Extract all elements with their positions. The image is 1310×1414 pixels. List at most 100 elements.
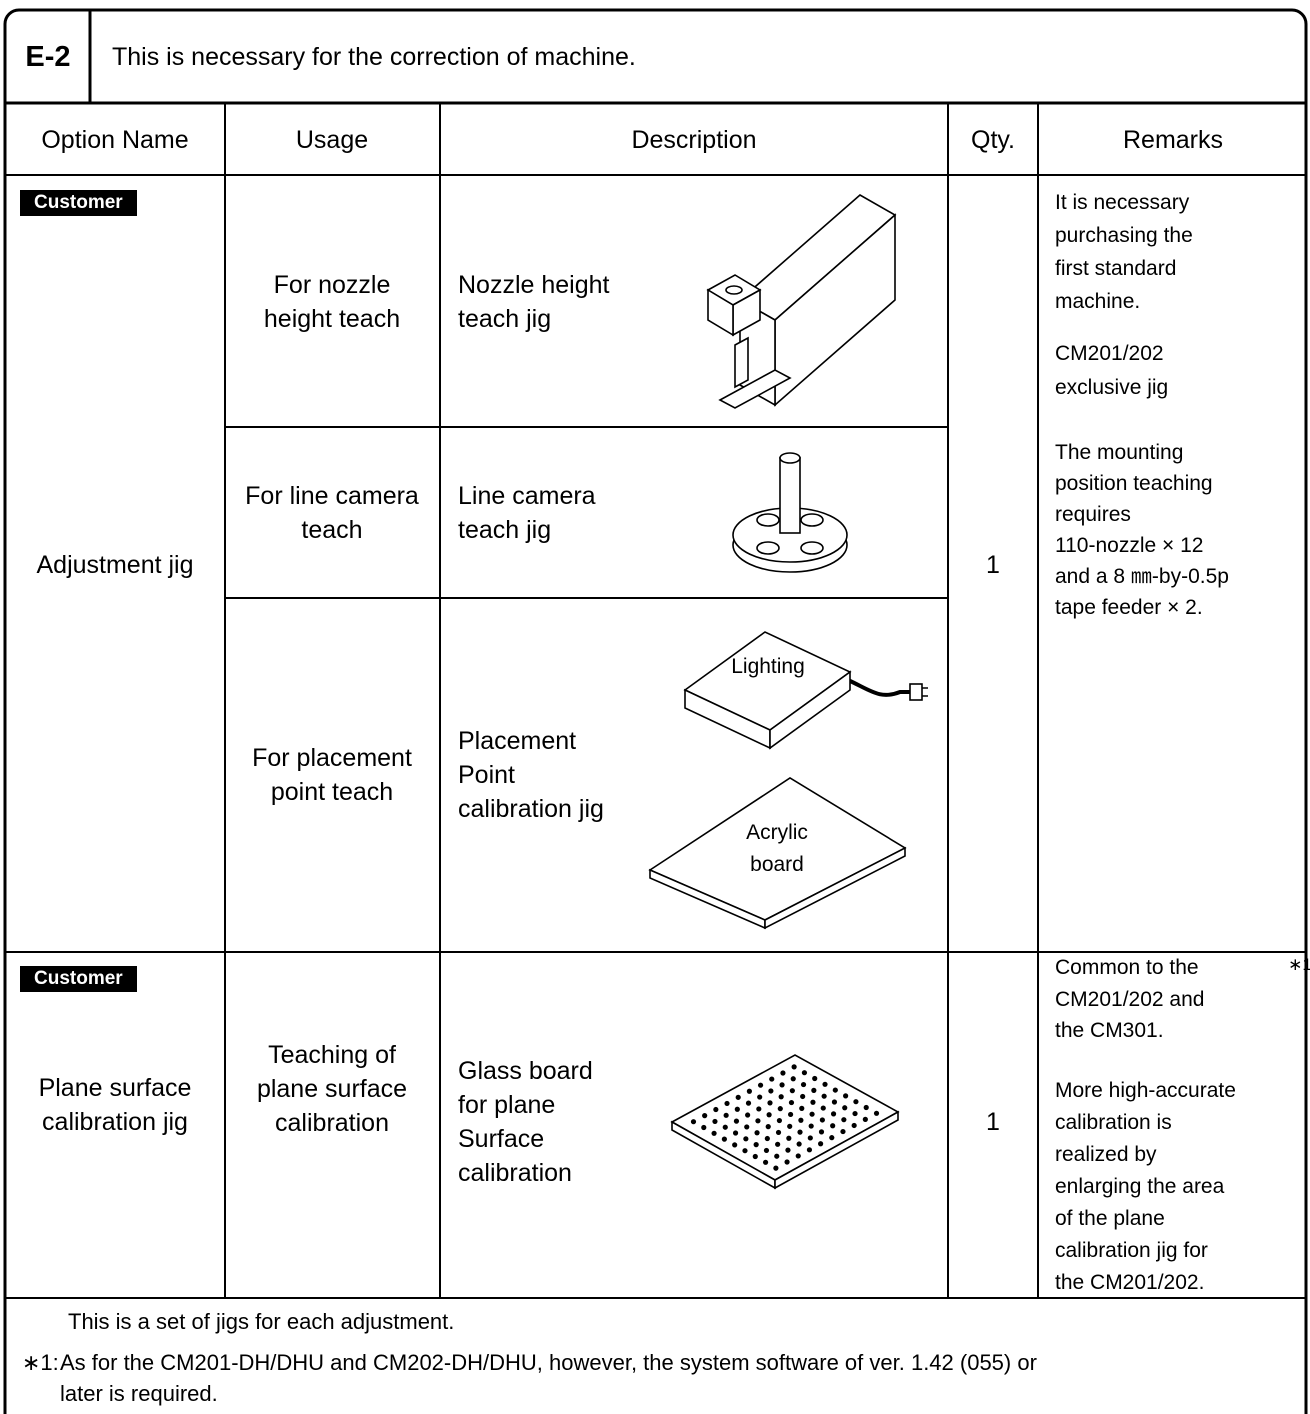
glass-dot xyxy=(752,1153,758,1160)
glass-dot xyxy=(766,1112,772,1118)
footnote-line: later is required. xyxy=(60,1381,218,1406)
description-line: calibration jig xyxy=(458,795,604,823)
glass-dot xyxy=(818,1141,824,1147)
usage-line: calibration xyxy=(275,1109,389,1137)
usage-line: Teaching of xyxy=(268,1041,396,1069)
remark-line: It is necessary xyxy=(1055,191,1190,214)
glass-dot xyxy=(784,1159,790,1165)
glass-dot xyxy=(789,1088,795,1094)
footer-note: This is a set of jigs for each adjustmen… xyxy=(68,1309,455,1334)
glass-dot xyxy=(778,1094,784,1100)
description-line: Nozzle height xyxy=(458,271,610,299)
remark-line: More high-accurate xyxy=(1055,1079,1236,1102)
glass-dot xyxy=(831,1099,838,1105)
glass-dot xyxy=(785,1147,791,1153)
glass-dot xyxy=(787,1111,794,1118)
remark-line: and a 8 ㎜-by-0.5p xyxy=(1055,565,1229,588)
glass-dot xyxy=(753,1142,759,1148)
badge: Customer xyxy=(20,966,137,992)
quantity: 1 xyxy=(986,1108,1000,1136)
glass-dot xyxy=(801,1070,808,1076)
column-header: Qty. xyxy=(971,126,1015,154)
remark-line: the CM301. xyxy=(1055,1019,1164,1042)
glass-dot xyxy=(851,1122,857,1129)
description-line: Glass board xyxy=(458,1057,593,1085)
glass-board-figure xyxy=(670,1054,900,1190)
glass-dot xyxy=(721,1136,727,1142)
remark-line: position teaching xyxy=(1055,472,1213,495)
glass-dot xyxy=(734,1106,740,1112)
glass-dot xyxy=(774,1153,780,1159)
glass-dot xyxy=(810,1099,816,1105)
remark-line: CM201/202 and xyxy=(1055,988,1205,1011)
glass-dot xyxy=(765,1124,771,1130)
glass-dot xyxy=(713,1106,719,1113)
remark-line: calibration jig for xyxy=(1055,1239,1208,1262)
glass-dot xyxy=(830,1123,836,1129)
section-title: This is necessary for the correction of … xyxy=(112,43,636,71)
glass-dot xyxy=(746,1088,752,1094)
glass-dot xyxy=(852,1110,858,1117)
glass-dot xyxy=(843,1093,849,1099)
glass-dot xyxy=(840,1128,846,1135)
glass-dot xyxy=(712,1118,718,1125)
camera-jig-figure xyxy=(732,452,848,573)
glass-dot xyxy=(832,1087,838,1093)
glass-dot xyxy=(819,1117,825,1123)
glass-dot xyxy=(745,1100,752,1106)
glass-dot xyxy=(790,1076,796,1082)
column-header: Usage xyxy=(295,126,369,154)
usage-line: teach xyxy=(301,516,363,544)
remark-line: tape feeder × 2. xyxy=(1055,596,1203,619)
glass-dot xyxy=(711,1130,717,1136)
glass-dot xyxy=(745,1112,751,1118)
glass-dot xyxy=(780,1070,786,1076)
description-line: Surface xyxy=(458,1125,545,1153)
glass-dot xyxy=(690,1119,697,1125)
column-header: Option Name xyxy=(41,126,189,154)
glass-dot xyxy=(742,1148,748,1154)
remark-line: The mounting xyxy=(1055,441,1184,464)
usage-line: For line camera xyxy=(245,482,419,510)
figure-label: Acrylic xyxy=(746,821,808,844)
glass-dot xyxy=(807,1135,813,1141)
description-line: Line camera xyxy=(458,482,596,510)
glass-dot xyxy=(863,1104,869,1111)
glass-dot xyxy=(768,1088,774,1094)
quantity: 1 xyxy=(986,551,1000,579)
glass-dot xyxy=(818,1129,825,1135)
glass-dot xyxy=(767,1100,773,1106)
glass-dot xyxy=(757,1082,764,1088)
glass-dot xyxy=(791,1064,797,1070)
description-line: for plane xyxy=(458,1091,556,1119)
footnote-ref: ∗1 xyxy=(1288,955,1310,974)
glass-dot xyxy=(755,1118,761,1124)
remark-line: Common to the xyxy=(1055,956,1199,979)
remark-line: CM201/202 xyxy=(1055,342,1164,365)
remark-line: 110-nozzle × 12 xyxy=(1055,534,1204,557)
glass-dot xyxy=(842,1105,848,1111)
remark-line: of the plane xyxy=(1055,1207,1165,1230)
glass-dot xyxy=(724,1100,730,1107)
badge: Customer xyxy=(20,190,137,216)
remark-line: exclusive jig xyxy=(1055,376,1169,399)
figure-label: Lighting xyxy=(731,655,805,678)
option-name: calibration jig xyxy=(42,1108,188,1136)
glass-dot xyxy=(788,1099,795,1106)
glass-dot xyxy=(769,1076,775,1082)
glass-dot xyxy=(775,1141,781,1147)
description-line: teach jig xyxy=(458,516,552,544)
glass-dot xyxy=(800,1081,807,1088)
usage-line: height teach xyxy=(263,305,401,333)
footnote-mark: ∗1: xyxy=(22,1350,59,1375)
section-code: E-2 xyxy=(25,41,71,73)
outer-border xyxy=(3,8,1308,1414)
glass-dot xyxy=(733,1118,740,1124)
column-header: Remarks xyxy=(1122,126,1224,154)
glass-dot xyxy=(773,1165,779,1171)
usage-line: plane surface xyxy=(256,1075,408,1103)
glass-dot xyxy=(787,1123,793,1129)
glass-dot xyxy=(796,1141,802,1147)
